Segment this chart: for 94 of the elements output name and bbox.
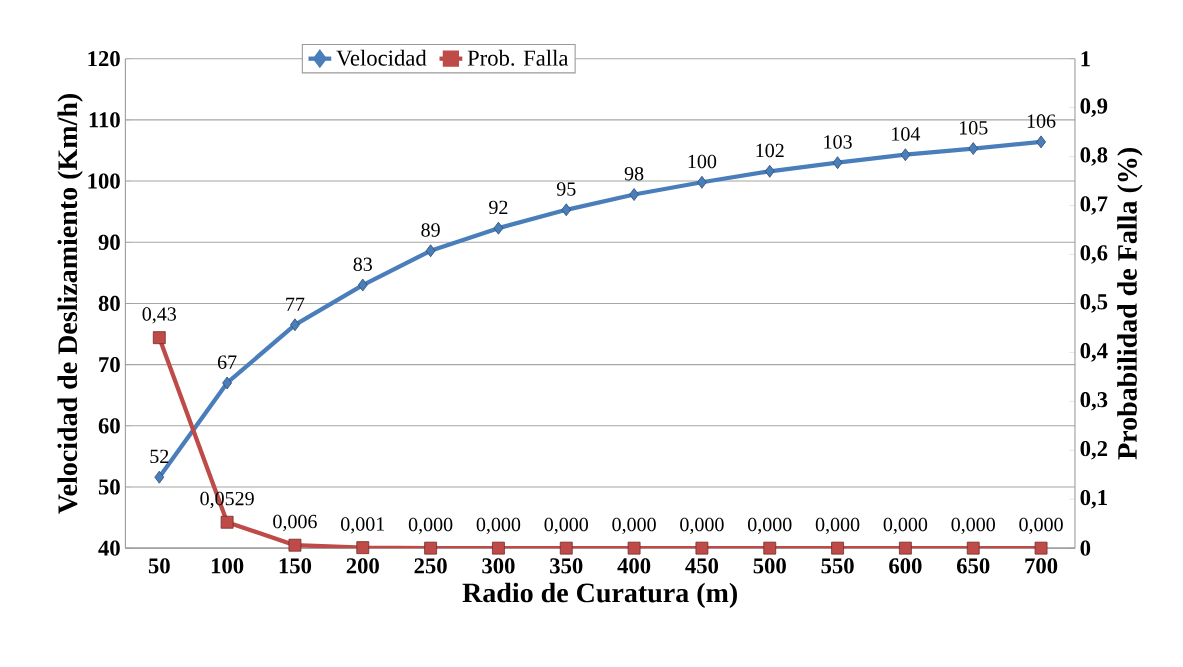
y2-tick-label: 0,5 [1080,294,1108,313]
point [357,278,368,292]
data-label: 0,000 [815,517,860,535]
point [290,318,300,332]
data-label: 105 [959,121,988,135]
point [222,376,233,390]
x-tick-label: 100 [211,558,244,574]
x-tick-label: 250 [414,558,447,574]
data-label: 0,000 [476,517,521,535]
data-label: 95 [556,182,576,196]
y-tick-label: 90 [98,234,120,250]
x-axis-title: Radio de Curatura (m) [462,582,737,609]
x-tick-label: 700 [1025,558,1058,574]
point [899,541,912,555]
point [966,541,980,555]
point [425,244,436,258]
point [1034,541,1048,555]
x-tick-label: 550 [821,558,854,574]
data-label: 77 [286,297,305,311]
point [831,541,844,555]
y-axis-title: Velocidad de Deslizamiento (Km/h) [57,94,83,514]
data-label: 103 [824,135,852,149]
data-label: 98 [624,167,644,181]
y2-tick-label: 0,3 [1080,392,1108,411]
y-tick-label: 120 [88,51,120,67]
point [629,188,639,201]
y2-tick-label: 0,2 [1080,441,1108,460]
legend-label: Velocidad [336,49,427,66]
data-label: 0,000 [951,517,995,535]
y2-tick-label: 0 [1080,540,1091,556]
y2-axis-title: Probabilidad de Falla (%) [1117,148,1143,460]
data-label: 104 [892,127,921,141]
x-tick-label: 450 [685,558,719,574]
data-label: 0,43 [142,307,177,324]
point [424,541,437,555]
y2-tick-label: 0,6 [1080,245,1108,264]
point [832,156,843,170]
x-tick-label: 600 [889,558,922,574]
point [561,203,572,217]
x-tick-label: 350 [550,558,583,574]
y2-tick-label: 0,7 [1080,196,1108,215]
y2-tick-label: 0,9 [1080,98,1108,117]
data-label: 67 [217,355,237,369]
y-tick-label: 50 [98,479,120,495]
point [697,175,707,189]
data-label: 0,006 [273,514,317,532]
point [154,470,165,484]
data-label: 106 [1027,114,1056,128]
data-label: 52 [150,449,169,464]
legend-label: Prob. Falla [467,49,569,66]
data-label: 0,001 [341,517,385,534]
point [764,164,775,178]
x-tick-label: 150 [279,558,312,574]
y-tick-label: 110 [89,112,120,128]
y-tick-label: 80 [98,295,120,312]
data-label: 89 [421,223,440,237]
point [152,331,166,345]
data-label: 0,000 [612,517,656,535]
point [356,541,370,555]
data-label: 100 [688,154,717,169]
y2-tick-label: 0,1 [1080,489,1107,509]
data-label: 0,000 [680,517,724,535]
point [492,541,505,555]
data-label: 83 [353,257,372,272]
y-tick-label: 70 [99,357,120,373]
x-tick-label: 300 [482,558,515,574]
y2-tick-label: 0,4 [1080,343,1108,362]
point [763,541,777,555]
data-label: 0,000 [544,517,589,535]
data-label: 92 [489,200,508,215]
x-tick-label: 200 [346,558,379,574]
x-tick-label: 50 [148,558,170,574]
point [493,221,504,235]
point [900,148,911,162]
data-label: 102 [756,143,784,158]
x-tick-label: 400 [617,558,651,574]
y-tick-label: 60 [98,418,120,434]
point [288,538,302,552]
x-tick-label: 500 [753,558,786,574]
data-label: 0,000 [883,517,928,535]
y2-tick-label: 1 [1081,51,1090,67]
data-label: 0,000 [408,517,453,535]
point [627,541,641,555]
y2-tick-label: 0,8 [1080,147,1108,166]
point [968,142,979,156]
data-label: 0,000 [1019,517,1063,535]
data-label: 0,000 [747,517,792,535]
point [220,515,234,529]
y-tick-label: 100 [88,173,120,189]
point [695,541,709,555]
point [559,541,573,555]
point [1036,135,1046,149]
x-tick-label: 650 [957,558,990,574]
y-tick-label: 40 [98,540,120,556]
